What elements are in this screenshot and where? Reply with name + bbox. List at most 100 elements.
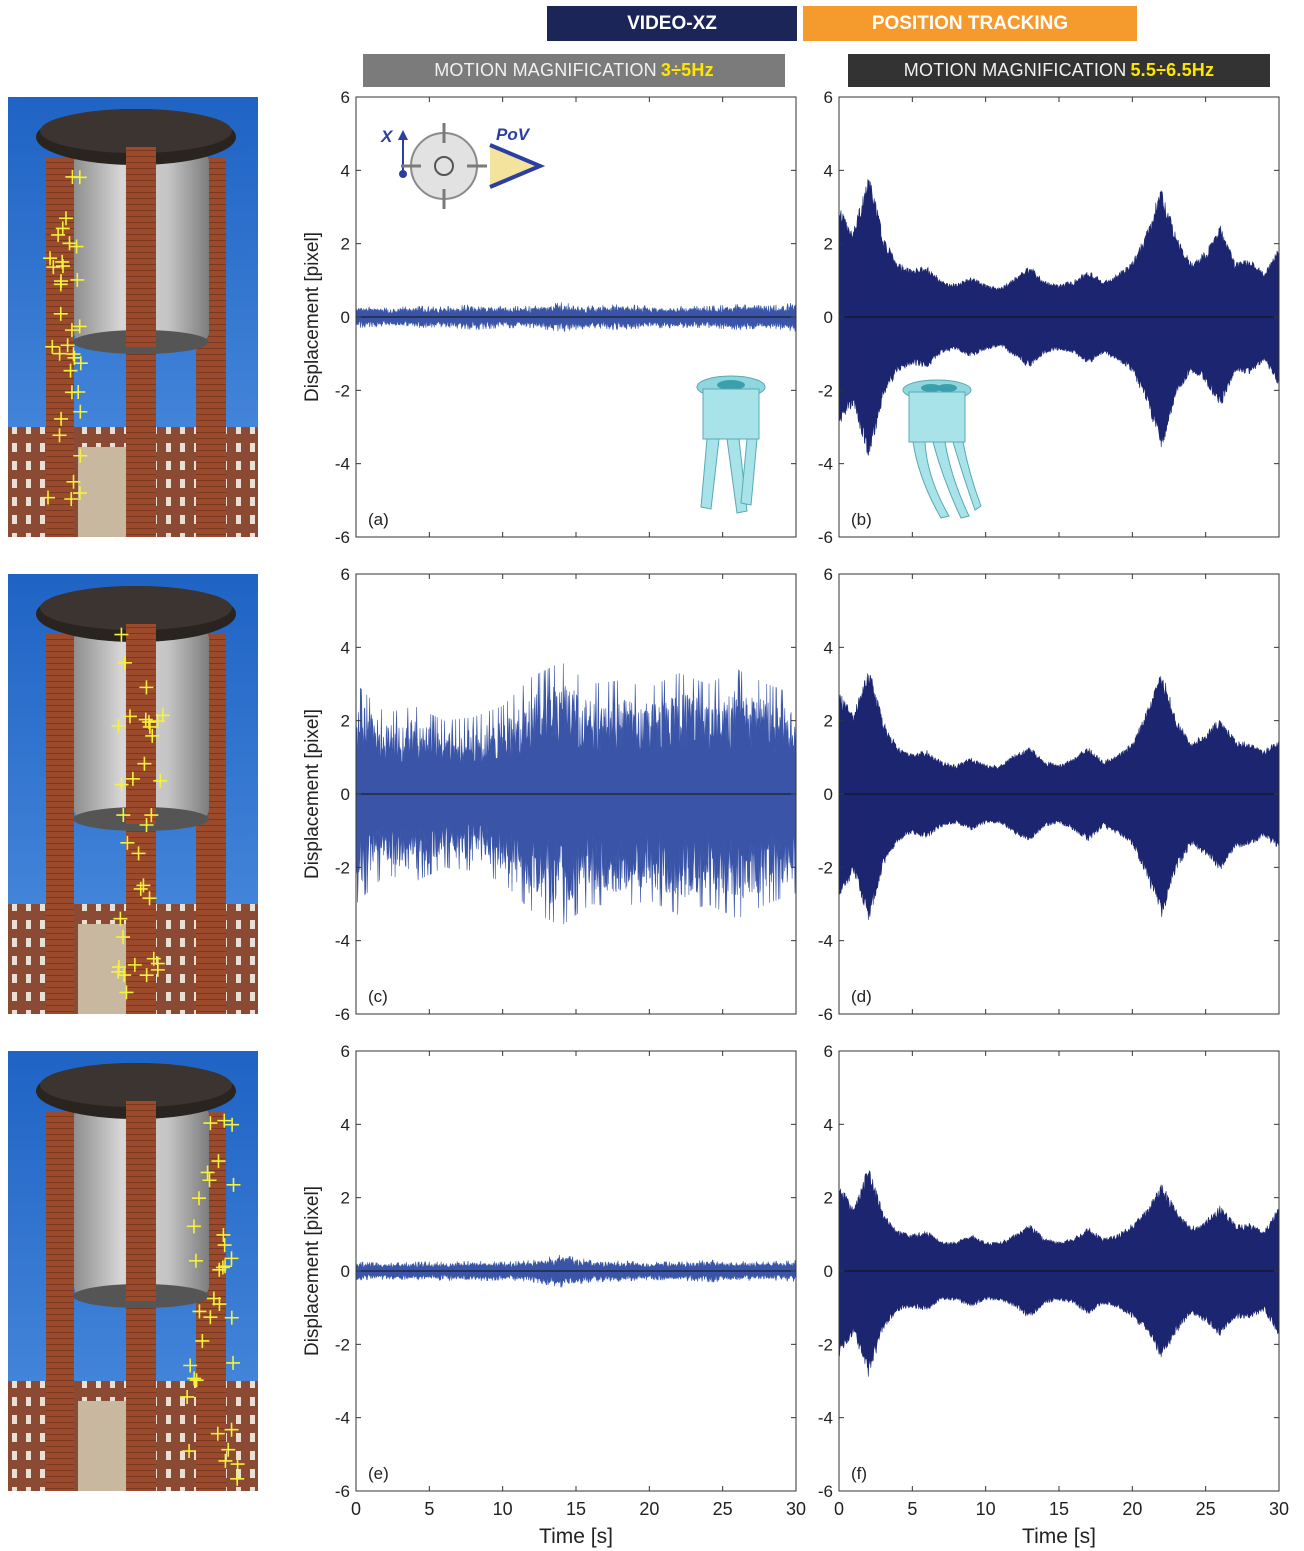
y-tick-label: -6 xyxy=(335,1005,350,1024)
tracking-marker xyxy=(52,346,67,361)
tracking-marker xyxy=(111,718,126,733)
panel-label: (e) xyxy=(368,1464,389,1483)
y-tick-label: -6 xyxy=(818,528,833,547)
tracking-marker xyxy=(195,1333,210,1348)
tower-photo-1 xyxy=(8,97,258,537)
tracking-marker xyxy=(210,1426,225,1441)
tracking-marker xyxy=(41,490,56,505)
tracking-marker xyxy=(72,319,87,334)
y-axis-label: Displacement [pixel] xyxy=(302,709,323,879)
y-tick-label: -4 xyxy=(335,1409,350,1428)
tracking-marker xyxy=(226,1355,241,1370)
tracking-marker xyxy=(186,1219,201,1234)
chart-panel-c: -6 -4 -2 0 2 4 6 (c) Displacement [pixel] xyxy=(302,565,797,1024)
tracking-marker xyxy=(73,448,88,463)
tracking-marker xyxy=(230,1457,245,1472)
y-tick-label: 2 xyxy=(824,235,833,254)
tracking-marker xyxy=(120,835,135,850)
x-tick-label: 20 xyxy=(1122,1499,1142,1519)
tracking-marker xyxy=(64,492,79,507)
tracking-marker xyxy=(139,680,154,695)
x-tick-label: 5 xyxy=(907,1499,917,1519)
tracking-marker xyxy=(212,1297,227,1312)
x-tick-label: 15 xyxy=(1049,1499,1069,1519)
video-xz-title: VIDEO-XZ xyxy=(627,12,717,34)
tracking-marker xyxy=(66,474,81,489)
signal-series-b xyxy=(838,179,1280,456)
y-tick-label: 2 xyxy=(341,712,350,731)
tracking-marker xyxy=(115,930,130,945)
tracking-marker xyxy=(117,968,132,983)
chart-panel-b: -6 -4 -2 0 2 4 6 (b) xyxy=(818,88,1280,547)
y-tick-label: 0 xyxy=(824,785,833,804)
tracking-marker xyxy=(69,239,84,254)
tracking-marker xyxy=(117,655,132,670)
tracking-marker xyxy=(145,728,160,743)
tracking-marker xyxy=(66,347,81,362)
tracking-marker xyxy=(203,1310,218,1325)
y-tick-label: 2 xyxy=(824,712,833,731)
y-axis-label: Displacement [pixel] xyxy=(302,232,323,402)
x-origin-dot xyxy=(399,170,407,178)
y-tick-label: 4 xyxy=(341,638,350,657)
tracking-marker xyxy=(73,404,88,419)
y-tick-label: 4 xyxy=(824,638,833,657)
panel-label: (b) xyxy=(851,510,872,529)
mm-left-prefix: MOTION MAGNIFICATION xyxy=(434,60,657,80)
chart-panel-e: -6 -4 -2 0 2 4 6 0 5 10 15 20 25 30 (e) Displacement [p… xyxy=(302,1042,806,1548)
tracking-marker xyxy=(46,260,61,275)
tracking-marker xyxy=(187,1371,202,1386)
tracking-marker xyxy=(139,968,154,983)
y-tick-label: -4 xyxy=(335,455,350,474)
motion-magnification-left-subheader: MOTION MAGNIFICATION 3÷5Hz xyxy=(363,54,785,87)
sensor-center xyxy=(434,156,454,176)
mode-shape-inset-b xyxy=(902,379,982,519)
tracking-marker xyxy=(70,272,85,287)
y-tick-label: 0 xyxy=(824,308,833,327)
tracking-marker xyxy=(137,756,152,771)
tracking-marker xyxy=(45,339,60,354)
tracking-marker xyxy=(138,712,153,727)
tracking-marker xyxy=(73,356,88,371)
x-tick-label: 0 xyxy=(834,1499,844,1519)
y-tick-label: -2 xyxy=(818,381,833,400)
tracking-marker xyxy=(202,1173,217,1188)
tracking-marker xyxy=(230,1471,245,1486)
y-tick-label: 4 xyxy=(341,161,350,180)
position-tracking-header: POSITION TRACKING xyxy=(803,6,1137,41)
tracking-marker xyxy=(180,1389,195,1404)
tracking-marker xyxy=(53,306,68,321)
signal-series-f xyxy=(838,1170,1280,1377)
x-axis-label: Time [s] xyxy=(1022,1525,1096,1548)
x-axis-label: X xyxy=(380,127,394,146)
tracking-marker xyxy=(60,338,75,353)
y-tick-label: 6 xyxy=(341,88,350,107)
tracking-marker xyxy=(206,1291,221,1306)
tracking-marker xyxy=(200,1165,215,1180)
panel-label: (c) xyxy=(368,987,388,1006)
tracking-marker xyxy=(150,714,165,729)
tracking-marker xyxy=(55,221,70,236)
y-tick-label: -2 xyxy=(818,858,833,877)
chart-panel-d: -6 -4 -2 0 2 4 6 (d) xyxy=(818,565,1280,1024)
tracking-marker xyxy=(144,808,159,823)
tracking-marker xyxy=(221,1442,236,1457)
mm-left-band: 3÷5Hz xyxy=(660,60,714,80)
x-tick-label: 25 xyxy=(713,1499,733,1519)
tracking-marker xyxy=(150,962,165,977)
tracking-marker xyxy=(114,777,129,792)
tracking-marker xyxy=(111,960,126,975)
chart-panel-f: -6 -4 -2 0 2 4 6 0 5 10 15 20 25 30 (f) Time [s] xyxy=(818,1042,1289,1548)
y-tick-label: -6 xyxy=(818,1482,833,1501)
tracking-marker xyxy=(131,846,146,861)
y-tick-label: -2 xyxy=(335,858,350,877)
tracking-marker xyxy=(63,363,78,378)
y-tick-label: 6 xyxy=(824,565,833,584)
x-arrow-head xyxy=(398,130,408,140)
tracking-marker xyxy=(122,709,137,724)
y-tick-label: -2 xyxy=(335,1335,350,1354)
tracking-marker xyxy=(226,1177,241,1192)
tracking-marker xyxy=(218,1453,233,1468)
tracking-marker xyxy=(203,1116,218,1131)
